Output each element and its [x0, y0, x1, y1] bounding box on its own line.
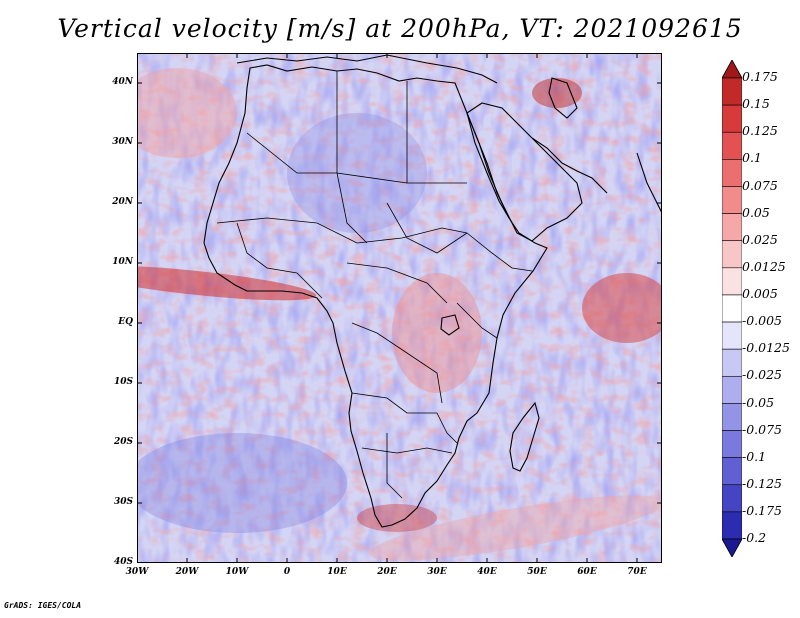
map-frame: [137, 53, 662, 563]
colorbar-box: [722, 484, 742, 513]
lat-label: 10S: [113, 377, 133, 387]
border-angola-zambia: [351, 392, 437, 414]
credit-text: GrADS: IGES/COLA: [4, 601, 82, 610]
lat-label: 20S: [113, 437, 133, 447]
caspian-coastline: [548, 77, 578, 119]
colorbar-box: [722, 403, 742, 431]
ascent-region-south-africa: [357, 504, 437, 532]
mediterranean-north-coastline: [236, 54, 498, 84]
colorbar-label: 0.025: [742, 231, 778, 247]
colorbar-label: 0.1: [742, 150, 762, 166]
lake-victoria-shore: [440, 314, 460, 336]
colorbar-label: -0.2: [742, 530, 767, 546]
border-kenya-tanzania: [456, 302, 498, 339]
colorbar-label: -0.175: [742, 503, 783, 518]
colorbar-box: [722, 457, 742, 486]
border-west-africa: [236, 222, 323, 299]
border-sahel: [216, 217, 468, 244]
lon-label: 50E: [527, 567, 547, 577]
colorbar-box: [722, 430, 742, 458]
colorbar-box: [722, 294, 742, 323]
colorbar: [722, 60, 742, 557]
colorbar-box: [722, 159, 742, 187]
colorbar-label: -0.075: [742, 421, 783, 437]
lat-label: EQ: [118, 317, 133, 327]
ascent-band-southern-ocean: [369, 495, 662, 561]
ascent-region-caspian: [532, 78, 582, 108]
india-coastline: [636, 152, 662, 214]
colorbar-box: [722, 375, 742, 404]
lon-label: 0: [283, 567, 291, 577]
colorbar-box: [722, 240, 742, 269]
lat-label: 30S: [113, 497, 133, 507]
border-namibia-botswana: [386, 433, 403, 499]
colorbar-box: [722, 104, 742, 133]
lon-label: 30W: [125, 567, 149, 577]
colorbar-label: -0.05: [742, 394, 775, 410]
border-chad-niger: [336, 172, 368, 244]
chart-title: Vertical velocity [m/s] at 200hPa, VT: 2…: [57, 14, 743, 43]
colorbar-label: -0.0125: [742, 340, 790, 356]
colorbar-box: [722, 267, 742, 296]
ascent-region-indian-ocean: [582, 273, 662, 343]
lon-label: 10E: [327, 567, 347, 577]
colorbar-box: [722, 131, 742, 160]
colorbar-top-arrow: [722, 60, 742, 79]
colorbar-label: -0.1: [742, 448, 767, 464]
velocity-map: [137, 53, 662, 563]
colorbar-label: 0.005: [742, 286, 778, 302]
colorbar-box: [722, 348, 742, 377]
border-horn: [466, 232, 533, 272]
colorbar-label: 0.0125: [742, 258, 786, 274]
colorbar-label: 0.075: [742, 177, 778, 193]
colorbar-label: -0.005: [742, 313, 783, 329]
colorbar-box: [722, 213, 742, 242]
colorbar-label: 0.125: [742, 123, 778, 139]
descent-region-sahara: [287, 113, 427, 233]
coastlines: [203, 54, 662, 528]
border-algeria-mali: [246, 132, 337, 174]
persian-gulf-coastline: [531, 137, 608, 194]
arabia-coastline: [466, 102, 583, 242]
ascent-region-nw: [137, 68, 237, 158]
lat-label: 40N: [112, 77, 133, 87]
lat-label: 20N: [112, 197, 133, 207]
lon-label: 70E: [627, 567, 647, 577]
ascent-region-congo: [392, 273, 482, 393]
field-texture-ascent: [137, 53, 662, 563]
map-panel: 40N 30N 20N 10N EQ 10S 20S 30S 40S 30W 20W 10W 0 10E…: [112, 53, 662, 577]
red-sea-coastline: [466, 112, 510, 219]
lon-label: 10W: [225, 567, 249, 577]
border-drc: [351, 322, 443, 404]
colorbar-bottom-arrow: [722, 538, 742, 557]
lat-label: 10N: [112, 257, 133, 267]
border-southern-africa: [361, 447, 453, 454]
lon-label: 60E: [577, 567, 597, 577]
colorbar-box: [722, 511, 742, 540]
colorbar-label: -0.125: [742, 475, 783, 491]
axis-ticks: [137, 53, 662, 563]
colorbar-label: -0.025: [742, 367, 783, 383]
descent-region-south-atlantic: [137, 433, 347, 533]
lat-label: 30N: [112, 137, 133, 147]
colorbar-box: [722, 321, 742, 350]
colorbar-box: [722, 77, 742, 106]
border-central-africa: [346, 262, 448, 304]
colorbar-label: 0.175: [742, 69, 778, 85]
border-mozambique: [436, 412, 458, 444]
lon-label: 20W: [175, 567, 199, 577]
lon-label: 40E: [477, 567, 497, 577]
lon-label: 30E: [427, 567, 447, 577]
africa-coastline: [203, 64, 548, 528]
border-sudan: [386, 202, 468, 254]
lat-label: 40S: [113, 557, 133, 567]
lon-label: 20E: [377, 567, 397, 577]
madagascar-coastline: [509, 401, 540, 472]
colorbar-label: 0.05: [742, 204, 770, 220]
colorbar-label: 0.15: [742, 96, 770, 112]
colorbar-box: [722, 186, 742, 214]
country-borders: [216, 71, 533, 499]
colorbar-boxes: [722, 60, 742, 557]
